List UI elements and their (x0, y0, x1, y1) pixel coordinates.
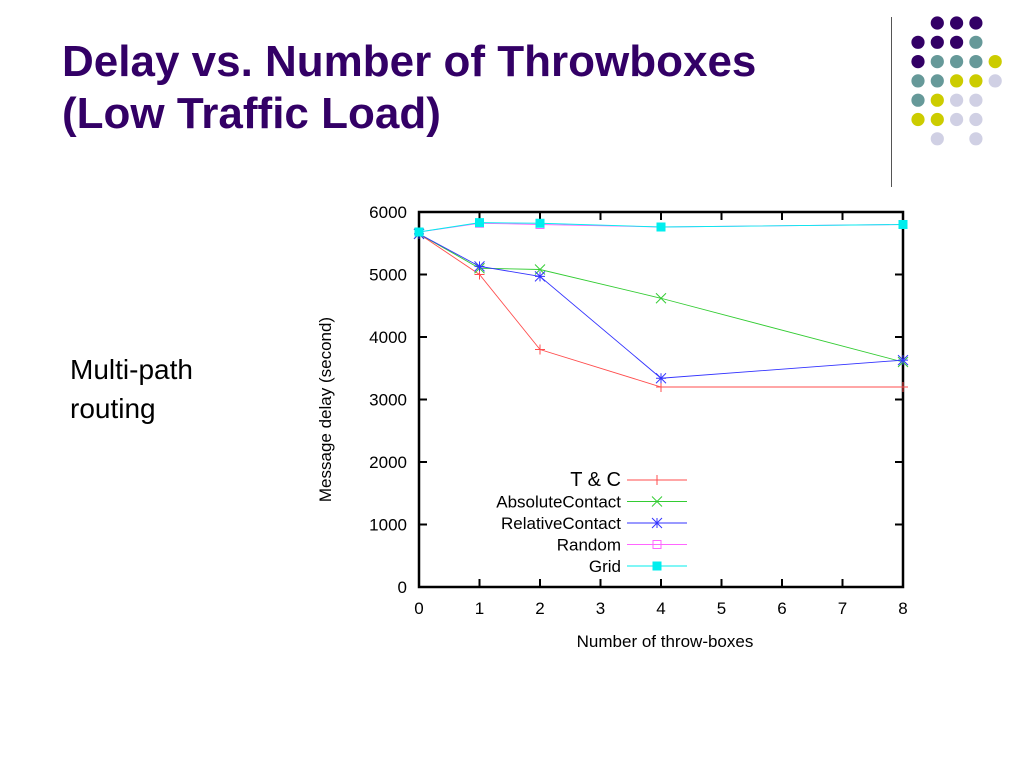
decorative-dot (969, 74, 983, 88)
decorative-dot (969, 16, 983, 30)
y-tick-label: 6000 (369, 203, 407, 222)
bullet-text: Multi-path routing (70, 350, 193, 428)
decorative-dot (911, 55, 925, 69)
legend-marker (652, 561, 662, 571)
y-tick-label: 0 (398, 578, 407, 597)
legend-label: Grid (589, 557, 621, 576)
decorative-dot (950, 74, 964, 88)
legend-label: RelativeContact (501, 514, 621, 533)
slide-title-line-1: Delay vs. Number of Throwboxes (62, 37, 757, 86)
header-divider (891, 17, 892, 187)
x-tick-label: 8 (898, 599, 907, 618)
data-point (535, 218, 545, 228)
decorative-dot (969, 132, 983, 146)
decorative-dot (950, 112, 964, 127)
data-point (656, 382, 666, 392)
x-tick-label: 4 (656, 599, 665, 618)
decorative-dot (930, 132, 944, 146)
legend-label: T & C (570, 469, 621, 491)
decorative-dot (930, 35, 944, 49)
legend-label: AbsoluteContact (496, 493, 621, 512)
x-tick-label: 5 (717, 599, 726, 618)
data-point (475, 218, 484, 228)
data-point (898, 220, 908, 229)
decorative-dot (930, 112, 944, 127)
x-tick-label: 2 (535, 599, 544, 618)
y-axis-label: Message delay (second) (316, 317, 335, 502)
decorative-dot (930, 93, 944, 107)
legend-marker (652, 540, 662, 549)
data-point (534, 271, 546, 282)
decorative-dot (950, 93, 964, 107)
x-axis-label: Number of throw-boxes (577, 632, 754, 651)
legend-marker (651, 496, 663, 507)
decorative-dot (969, 112, 983, 127)
data-point (656, 222, 666, 232)
data-point (898, 382, 908, 392)
data-point (655, 372, 667, 384)
decorative-dot (988, 55, 1002, 69)
slide-title: Delay vs. Number of Throwboxes (Low Traf… (62, 36, 862, 140)
series-line-2 (418, 233, 904, 379)
data-point (535, 344, 545, 355)
bullet-line-1: Multi-path (70, 354, 193, 385)
slide-title-line-2: (Low Traffic Load) (62, 89, 441, 138)
decorative-dot (950, 55, 964, 69)
decorative-dot (911, 112, 925, 127)
decorative-dot (988, 74, 1002, 88)
decorative-dot (950, 16, 964, 30)
data-point (655, 292, 667, 304)
decorative-dot (930, 55, 944, 69)
decorative-dot-grid (911, 16, 1002, 146)
bullet-line-2: routing (70, 393, 156, 424)
data-point (474, 261, 485, 272)
data-point (897, 354, 909, 366)
decorative-dot (911, 93, 925, 107)
x-tick-label: 7 (838, 599, 847, 618)
decorative-dot (930, 16, 944, 30)
y-tick-label: 3000 (369, 391, 407, 410)
x-tick-label: 1 (475, 599, 484, 618)
legend-label: Random (557, 536, 621, 555)
series-line-0 (418, 233, 903, 388)
decorative-dot (911, 74, 925, 88)
data-point (414, 227, 424, 237)
decorative-dot (969, 93, 983, 107)
x-tick-label: 0 (414, 599, 423, 618)
legend-marker (652, 475, 662, 485)
delay-line-chart: 0 1 2 3 4 5 6 7 8 0 1000 2000 3000 4000 5000 6000 Number… (316, 203, 909, 651)
decorative-dot (930, 74, 944, 88)
legend-marker (651, 517, 663, 529)
decorative-dot (969, 55, 983, 69)
y-tick-label: 2000 (369, 453, 407, 472)
x-tick-label: 3 (596, 599, 605, 618)
y-tick-label: 1000 (369, 516, 407, 535)
x-tick-label: 6 (777, 599, 786, 618)
y-tick-label: 4000 (369, 328, 407, 347)
decorative-dot (911, 35, 925, 49)
decorative-dot (969, 35, 983, 49)
y-tick-label: 5000 (369, 266, 407, 285)
decorative-dot (950, 35, 964, 49)
